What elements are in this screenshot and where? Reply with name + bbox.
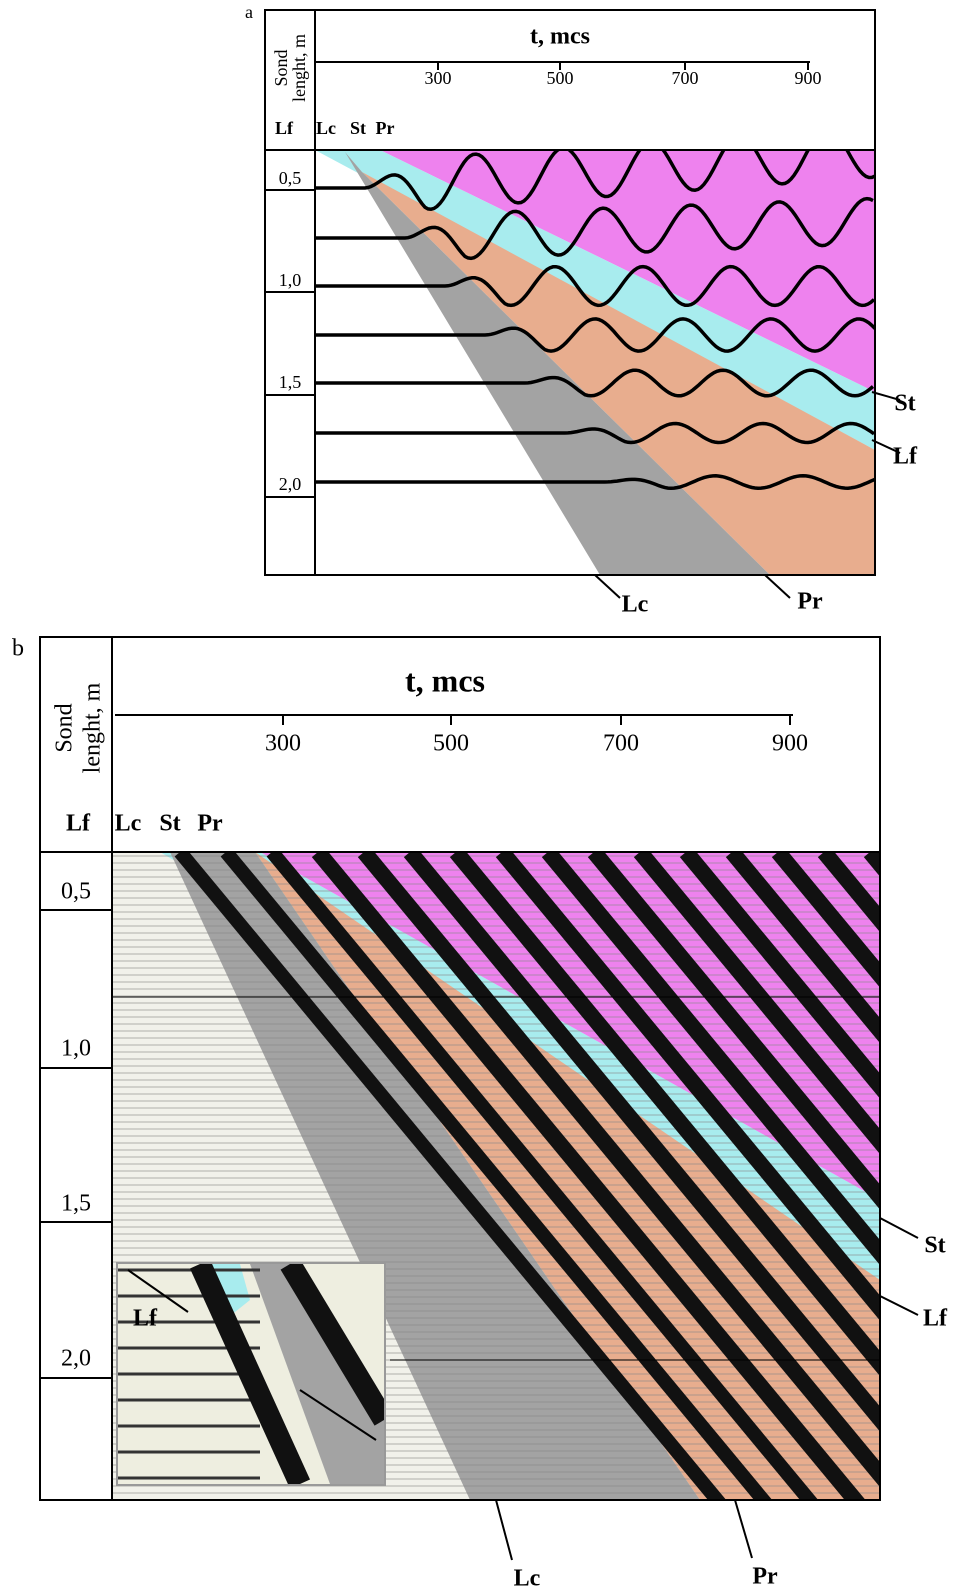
wave-label: St (350, 118, 366, 138)
axis-title: t, mcs (405, 662, 485, 698)
leader (734, 1499, 753, 1559)
leader (495, 1499, 513, 1561)
wave-label: Pr (752, 1564, 778, 1590)
wave-label: Lf (66, 811, 91, 837)
y-tick-label: 0,5 (279, 168, 302, 188)
leader (299, 1389, 377, 1441)
wave-label: Lc (514, 1566, 541, 1592)
trace (315, 474, 875, 490)
inset: Lf (116, 1262, 386, 1486)
region-pr (362, 172, 875, 575)
axis-title: Sond (271, 49, 291, 86)
trace (315, 317, 875, 353)
stripe (189, 1264, 311, 1484)
wave-label: St (924, 1233, 945, 1259)
stripe (266, 852, 819, 1500)
axis-title: lenght, m (80, 682, 106, 773)
axis-title: Sond (52, 703, 78, 752)
trace (315, 421, 875, 445)
stripe (587, 852, 880, 1210)
y-tick-label: 1,5 (279, 372, 302, 392)
stripe (863, 852, 880, 877)
region-lc (170, 852, 700, 1500)
y-tick-label: 0,5 (61, 879, 91, 905)
x-tick-label: 900 (772, 731, 808, 757)
trace (315, 196, 874, 261)
axis-title: t, mcs (530, 24, 590, 50)
x-tick-label: 500 (433, 731, 469, 757)
y-tick-label: 2,0 (279, 474, 302, 494)
wave-label: Lc (115, 811, 142, 837)
leader (879, 1295, 919, 1316)
region (210, 1264, 250, 1320)
stripe (403, 852, 880, 1432)
leader (594, 574, 621, 599)
region (250, 1264, 384, 1484)
leader (871, 391, 901, 401)
leader (764, 574, 791, 599)
trace (315, 150, 875, 211)
stripe (220, 852, 773, 1500)
inset-frame (116, 1262, 386, 1486)
trace (315, 264, 875, 308)
inset-label: Lf (133, 1306, 158, 1332)
inset-image (118, 1264, 384, 1484)
panel-a: a t, mcs Sond lenght, m 300 500 700 900 0,5 1… (245, 2, 918, 617)
stripe (679, 852, 880, 1099)
y-tick-label: 1,0 (61, 1036, 91, 1062)
y-tick-label: 1,5 (61, 1191, 91, 1217)
traces (315, 150, 875, 490)
panel-label: b (12, 636, 24, 662)
axis-title: lenght, m (289, 34, 309, 102)
wave-label: Pr (197, 811, 223, 837)
leader (879, 1217, 919, 1239)
wave-label: St (894, 391, 915, 417)
y-tick-label: 1,0 (279, 270, 302, 290)
region-lc (345, 152, 770, 575)
x-tick-label: 900 (795, 68, 822, 88)
trace (315, 368, 875, 398)
stripe (541, 852, 880, 1266)
leader (127, 1269, 189, 1313)
x-tick-label: 300 (265, 731, 301, 757)
stripe (280, 1264, 384, 1426)
wave-label: Lf (923, 1306, 948, 1332)
leader (871, 439, 901, 454)
panel-label: a (245, 2, 253, 22)
panel-b: Lf b t, mcs Sond lenght, m 300 500 700 900 0… (12, 636, 976, 1596)
stripe (311, 852, 866, 1500)
x-tick-label: 500 (547, 68, 574, 88)
wave-label: Lc (316, 118, 336, 138)
wave-label: Lf (275, 118, 294, 138)
stripe (962, 852, 976, 1596)
wave-label: Lf (893, 444, 918, 470)
y-tick-label: 2,0 (61, 1346, 91, 1372)
stripe (357, 852, 880, 1488)
wave-label: Pr (797, 589, 823, 615)
stripe (916, 852, 976, 1596)
wave-label: St (159, 811, 180, 837)
regions-a (315, 150, 875, 575)
stripe (725, 852, 880, 1044)
stripe (449, 852, 880, 1377)
x-tick-label: 700 (672, 68, 699, 88)
stripe (174, 852, 727, 1500)
x-tick-label: 300 (425, 68, 452, 88)
wave-label: Lc (622, 592, 649, 618)
x-tick-label: 700 (603, 731, 639, 757)
wave-label: Pr (376, 118, 395, 138)
stripe (495, 852, 880, 1321)
stripe (633, 852, 880, 1155)
